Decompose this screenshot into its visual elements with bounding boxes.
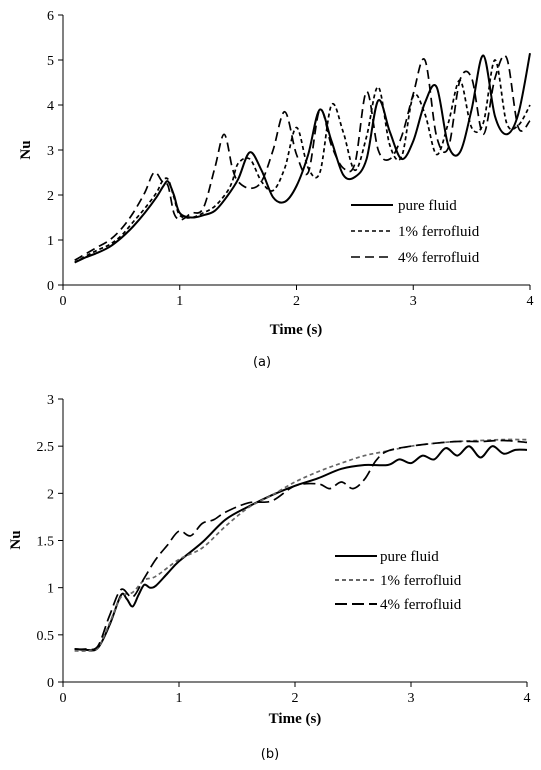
chart-b-ytick-label: 1 xyxy=(47,582,54,597)
chart-b-ytick-label: 0 xyxy=(47,676,54,691)
chart-a-xtick-label: 0 xyxy=(60,294,67,309)
chart-a-legend-label-1pct: 1% ferrofluid xyxy=(398,224,480,240)
chart-a-legend-label-4pct: 4% ferrofluid xyxy=(398,250,480,266)
chart-b-series-line-1pct-ferrofluid xyxy=(74,438,528,652)
chart-a-ytick-label: 6 xyxy=(47,9,54,24)
chart-b-xlabel: Time (s) xyxy=(269,711,322,727)
chart-a-ytick-label: 5 xyxy=(47,54,54,69)
chart-b-series-line-4pct-ferrofluid xyxy=(74,439,528,651)
chart-b-ytick-label: 1.5 xyxy=(37,535,55,550)
chart-b: 0 0.5 1 1.5 2 2.5 3 0 1 2 3 4 Nu Time (s) pure flu… xyxy=(8,393,531,762)
chart-a-xtick-label: 1 xyxy=(176,294,183,309)
chart-a-series-line-pure-fluid xyxy=(74,53,531,264)
chart-a-ytick-label: 0 xyxy=(47,279,54,294)
chart-b-xtick-label: 4 xyxy=(524,691,531,706)
chart-b-legend-label-1pct: 1% ferrofluid xyxy=(380,573,462,589)
chart-a-legend-label-pure-fluid: pure fluid xyxy=(398,198,457,214)
chart-b-ytick-label: 2 xyxy=(47,487,54,502)
chart-a-xtick-label: 2 xyxy=(293,294,300,309)
chart-a-xtick-label: 3 xyxy=(410,294,417,309)
chart-b-ytick-label: 2.5 xyxy=(37,440,55,455)
chart-a-ytick-label: 1 xyxy=(47,234,54,249)
chart-a: 0 1 2 3 4 5 6 0 1 2 3 4 Nu Time (s) pure fluid 1% … xyxy=(18,9,534,370)
chart-b-series-line-pure-fluid xyxy=(74,445,528,652)
chart-b-xtick-label: 3 xyxy=(408,691,415,706)
chart-b-xtick-label: 1 xyxy=(176,691,183,706)
chart-a-caption: (a) xyxy=(253,355,271,370)
chart-b-xtick-label: 2 xyxy=(292,691,299,706)
chart-b-ytick-label: 0.5 xyxy=(37,629,55,644)
chart-b-legend: pure fluid 1% ferrofluid 4% ferrofluid xyxy=(335,549,462,613)
chart-a-xtick-label: 4 xyxy=(527,294,534,309)
chart-a-xlabel: Time (s) xyxy=(270,322,323,338)
chart-a-legend: pure fluid 1% ferrofluid 4% ferrofluid xyxy=(351,198,480,266)
chart-a-ylabel: Nu xyxy=(18,140,34,159)
chart-b-legend-label-pure-fluid: pure fluid xyxy=(380,549,439,565)
chart-b-ylabel: Nu xyxy=(8,530,24,549)
chart-a-ytick-label: 3 xyxy=(47,144,54,159)
chart-a-ytick-label: 4 xyxy=(47,99,54,114)
chart-b-ytick-label: 3 xyxy=(47,393,54,408)
chart-a-series-line-4pct-ferrofluid xyxy=(74,54,531,262)
chart-b-caption: (b) xyxy=(261,747,279,762)
chart-a-ytick-label: 2 xyxy=(47,189,54,204)
chart-a-series-line-1pct-ferrofluid xyxy=(74,59,531,264)
chart-b-xtick-label: 0 xyxy=(60,691,67,706)
chart-b-legend-label-4pct: 4% ferrofluid xyxy=(380,597,462,613)
